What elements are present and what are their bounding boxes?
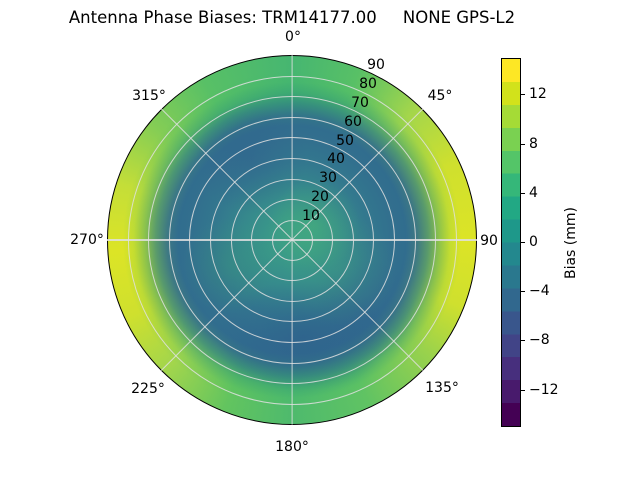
polar-heatmap	[107, 55, 477, 425]
r-tick-label-80: 80	[359, 76, 377, 92]
theta-label-315: 315°	[132, 88, 166, 104]
r-tick-label-60: 60	[344, 114, 362, 130]
colorbar-tick	[521, 193, 525, 195]
r-tick-label-90: 90	[367, 57, 385, 73]
r-tick-label-70: 70	[351, 95, 369, 111]
colorbar-tick-label-12: 12	[529, 86, 547, 102]
colorbar-axis-label: Bias (mm)	[563, 206, 579, 280]
colorbar-tick	[521, 291, 525, 293]
r-tick-label-40: 40	[327, 151, 345, 167]
colorbar-tick-label-8: 8	[529, 136, 538, 152]
r-tick-label-20: 20	[311, 189, 329, 205]
theta-label-0: 0°	[285, 29, 301, 45]
theta-label-45: 45°	[427, 88, 453, 104]
colorbar-tick-label-neg8: −8	[529, 332, 550, 348]
r-tick-label-50: 50	[336, 133, 354, 149]
plot-title: Antenna Phase Biases: TRM14177.00 NONE G…	[68, 8, 516, 27]
r-tick-label-30: 30	[319, 170, 337, 186]
colorbar-tick-label-4: 4	[529, 185, 538, 201]
colorbar-tick-label-neg4: −4	[529, 283, 550, 299]
r-tick-label-10: 10	[302, 208, 320, 224]
colorbar-tick-label-0: 0	[529, 234, 538, 250]
colorbar-tick	[521, 390, 525, 392]
colorbar-tick	[521, 144, 525, 146]
colorbar-tick-label-neg12: −12	[529, 382, 559, 398]
polar-axes	[107, 54, 477, 425]
theta-label-270: 270°	[70, 232, 104, 248]
theta-label-180: 180°	[275, 439, 309, 455]
colorbar-tick	[521, 242, 525, 244]
colorbar-tick	[521, 340, 525, 342]
colorbar	[501, 58, 521, 427]
theta-label-90: 90	[480, 233, 498, 249]
theta-label-225: 225°	[131, 381, 165, 397]
colorbar-tick	[521, 94, 525, 96]
theta-label-135: 135°	[425, 380, 459, 396]
